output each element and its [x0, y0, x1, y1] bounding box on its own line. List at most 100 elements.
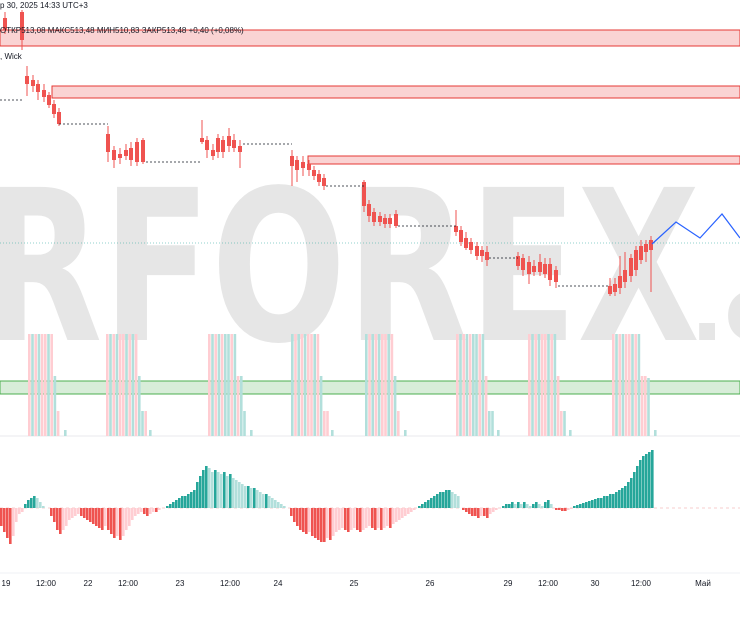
oscillator-bar — [532, 504, 535, 508]
oscillator-bar — [290, 508, 293, 516]
volume-bar — [540, 334, 544, 436]
oscillator-bar — [24, 504, 27, 508]
oscillator-bar — [538, 504, 541, 508]
volume-layer — [28, 334, 657, 436]
oscillator-bar — [235, 480, 238, 508]
oscillator-bar — [341, 508, 344, 528]
oscillator-bar — [238, 482, 241, 508]
volume-bar — [50, 334, 53, 436]
oscillator-bar — [30, 498, 33, 508]
candle-body — [644, 244, 648, 252]
oscillator-bar — [582, 503, 585, 508]
oscillator-bar — [418, 506, 421, 508]
oscillator-bar — [389, 508, 392, 528]
oscillator-bar — [535, 502, 538, 508]
oscillator-bar — [314, 508, 317, 538]
oscillator-bar — [15, 508, 18, 522]
volume-bar — [621, 334, 625, 436]
oscillator-bar — [332, 508, 335, 536]
volume-bar — [481, 334, 485, 436]
candle-body — [543, 264, 547, 274]
candle-body — [227, 136, 231, 146]
oscillator-bar — [471, 508, 474, 516]
oscillator-bar — [268, 496, 271, 508]
oscillator-bar — [158, 508, 161, 510]
oscillator-bar — [350, 508, 353, 530]
oscillator-bar — [386, 508, 389, 526]
candle-body — [3, 18, 7, 30]
volume-bar — [323, 411, 326, 436]
candle-body — [211, 150, 215, 156]
oscillator-bar — [326, 508, 329, 538]
oscillator-bar — [573, 506, 576, 508]
volume-bar — [224, 334, 227, 436]
volume-bar — [497, 430, 500, 436]
candle-body — [290, 156, 294, 166]
volume-bar — [553, 334, 557, 436]
volume-bar — [144, 411, 147, 436]
oscillator-bar — [383, 508, 386, 528]
oscillator-bar — [101, 508, 104, 530]
forecast-layer — [651, 213, 740, 245]
oscillator-bar — [335, 508, 338, 532]
volume-bar — [624, 334, 628, 436]
oscillator-bar — [436, 494, 439, 508]
oscillator-bar — [175, 500, 178, 508]
volume-bar — [300, 334, 304, 436]
oscillator-bar — [137, 508, 140, 514]
oscillator-bar — [404, 508, 407, 516]
x-tick-label: 23 — [176, 579, 185, 588]
volume-bar — [634, 334, 637, 436]
volume-bar — [618, 334, 621, 436]
oscillator-bar — [65, 508, 68, 526]
oscillator-bar — [296, 508, 299, 526]
oscillator-bar — [33, 496, 36, 508]
oscillator-bar — [68, 508, 71, 520]
oscillator-bar — [392, 508, 395, 524]
oscillator-bar — [208, 468, 211, 508]
oscillator-bar — [477, 508, 480, 518]
volume-bar — [393, 376, 397, 436]
forecast-path — [651, 213, 740, 245]
oscillator-bar — [172, 502, 175, 508]
x-tick-label: 30 — [591, 579, 600, 588]
volume-bar — [365, 334, 368, 436]
oscillator-bar — [520, 504, 523, 508]
oscillator-bar — [140, 508, 143, 512]
oscillator-bar — [27, 500, 30, 508]
candle-body — [649, 240, 653, 250]
oscillator-bar — [597, 498, 600, 508]
oscillator-bar — [591, 500, 594, 508]
resistance-zone — [307, 155, 740, 165]
x-tick-label: 12:00 — [220, 579, 241, 588]
candle-body — [232, 140, 236, 148]
volume-bar — [331, 430, 334, 436]
oscillator-bar — [433, 496, 436, 508]
candle-body — [295, 160, 299, 170]
oscillator-bar — [59, 508, 62, 534]
oscillator-bar — [21, 508, 24, 512]
oscillator-bar — [609, 494, 612, 508]
oscillator-bar — [544, 502, 547, 508]
volume-bar — [462, 334, 465, 436]
oscillator-bar — [380, 508, 383, 530]
volume-bar — [303, 334, 307, 436]
oscillator-bar — [311, 508, 314, 536]
volume-bar — [404, 430, 407, 436]
oscillator-bar — [193, 490, 196, 508]
oscillator-bar — [9, 508, 12, 544]
oscillator-bar — [217, 472, 220, 508]
candle-body — [383, 218, 387, 224]
volume-bar — [109, 334, 112, 436]
oscillator-bar — [329, 508, 332, 540]
oscillator-bar — [514, 504, 517, 508]
candle-body — [36, 84, 40, 92]
candle-body — [238, 146, 242, 152]
volume-bar — [544, 334, 547, 436]
volume-bar — [47, 334, 50, 436]
oscillator-bar — [232, 478, 235, 508]
volume-bar — [628, 334, 631, 436]
volume-bar — [384, 334, 387, 436]
candle-body — [639, 246, 643, 260]
volume-bar — [230, 334, 233, 436]
